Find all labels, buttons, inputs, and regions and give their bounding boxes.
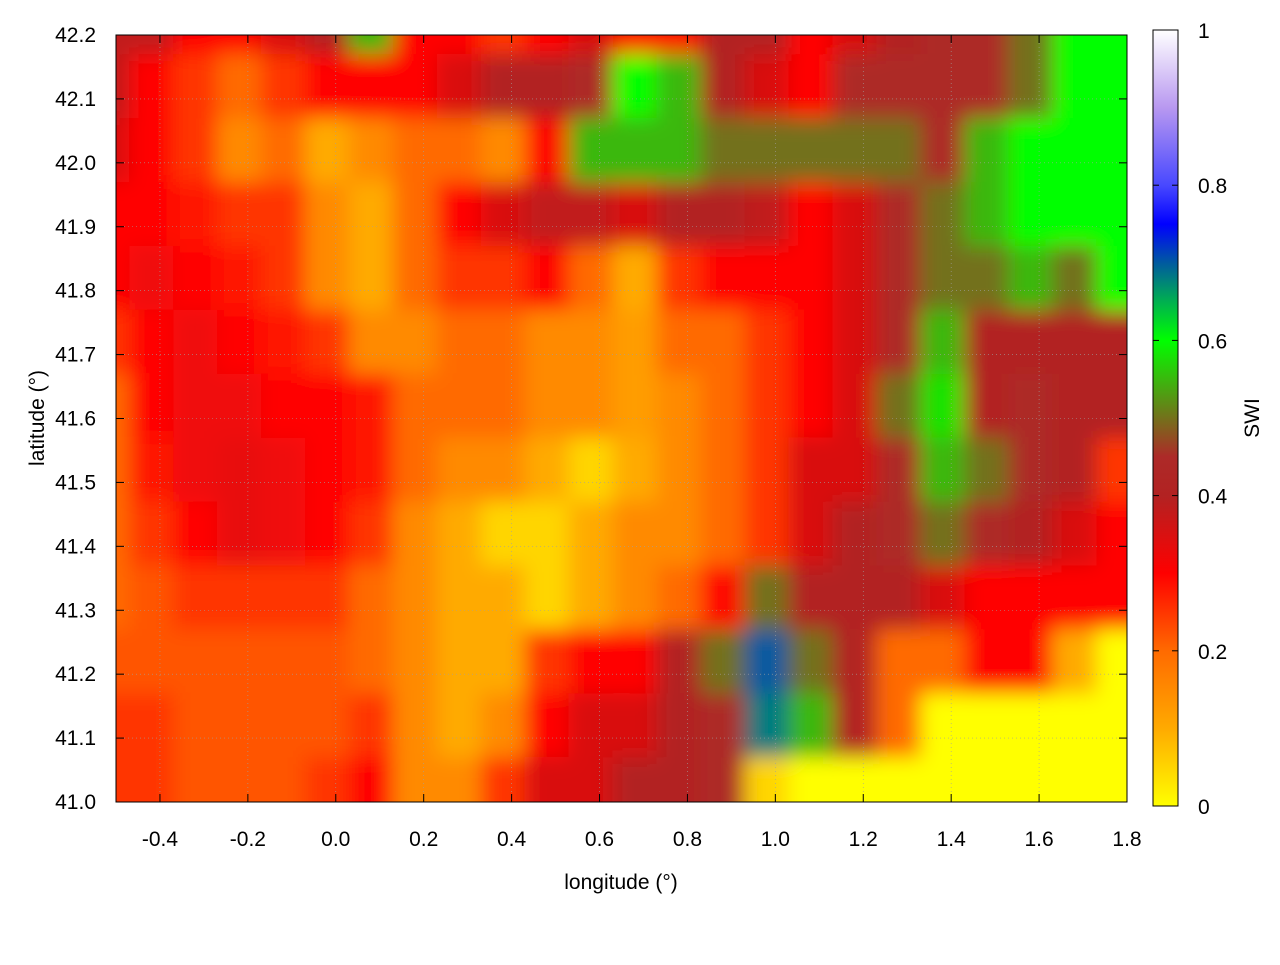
grid (116, 34, 1128, 803)
y-tick-label: 41.3 (55, 599, 96, 622)
x-tick-label: 1.2 (849, 828, 878, 851)
y-tick-label: 42.1 (55, 88, 96, 111)
y-tick-label: 41.1 (55, 727, 96, 750)
y-tick-label: 41.4 (55, 535, 96, 558)
colorbar-tick-label: 0.6 (1198, 330, 1227, 353)
x-tick-label: -0.2 (230, 828, 266, 851)
colorbar-tick-label: 1 (1198, 20, 1210, 43)
y-axis-label: latitude (°) (26, 370, 49, 466)
y-tick-label: 41.6 (55, 408, 96, 431)
x-tick-label: 0.8 (673, 828, 702, 851)
x-tick-label: 0.4 (497, 828, 527, 851)
y-tick-label: 41.9 (55, 216, 96, 239)
colorbar-tick-label: 0.8 (1198, 175, 1227, 198)
heatmap-cell (1096, 757, 1127, 802)
x-tick-label: 0.2 (409, 828, 438, 851)
y-axis: 41.0 41.1 41.2 41.3 41.4 41.5 41.6 41.7 41.8 41.9… (55, 24, 1127, 814)
y-tick-label: 41.2 (55, 663, 96, 686)
colorbar-axis: 0 0.2 0.4 0.6 0.8 1 (1153, 20, 1228, 819)
colorbar-tick-label: 0.2 (1198, 641, 1227, 664)
y-tick-label: 41.7 (55, 344, 96, 367)
y-tick-label: 41.5 (55, 471, 96, 494)
y-tick-label: 42.0 (55, 152, 96, 175)
colorbar-tick-label: 0 (1198, 796, 1210, 819)
y-tick-label: 41.0 (55, 791, 96, 814)
x-tick-label: 1.8 (1112, 828, 1141, 851)
x-tick-label: 1.4 (937, 828, 967, 851)
x-tick-label: -0.4 (142, 828, 179, 851)
x-tick-label: 1.0 (761, 828, 790, 851)
colorbar-tick-label: 0.4 (1198, 486, 1228, 509)
x-tick-label: 0.6 (585, 828, 614, 851)
x-tick-label: 0.0 (321, 828, 350, 851)
x-axis-label: longitude (°) (564, 871, 677, 894)
y-tick-label: 42.2 (55, 24, 96, 47)
x-tick-label: 1.6 (1024, 828, 1053, 851)
x-axis: -0.4 -0.2 0.0 0.2 0.4 0.6 0.8 1.0 1.2 1.4 1.6 1.8 (142, 35, 1142, 851)
colorbar-label: SWI (1241, 398, 1264, 438)
y-tick-label: 41.8 (55, 280, 96, 303)
colorbar (1152, 29, 1179, 807)
heatmap-cells (116, 35, 1127, 802)
